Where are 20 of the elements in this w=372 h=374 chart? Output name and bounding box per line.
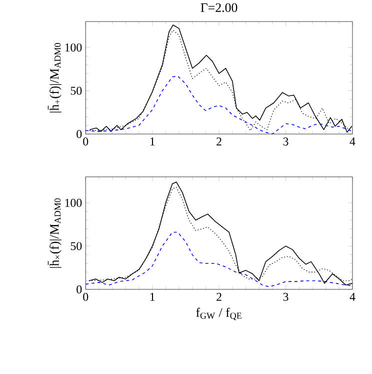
- y-tick-label: 100: [65, 43, 82, 52]
- x-axis-title: f$_{GW}$ / f$_{QE}$: [196, 308, 242, 320]
- chart-title: Γ=2.00: [200, 3, 238, 12]
- x-tick-label: 4: [350, 138, 356, 146]
- x-tick-label: 0: [82, 292, 88, 301]
- x-tick-label: 1: [150, 138, 154, 146]
- y-tick-label: 0: [76, 130, 82, 138]
- x-tick-label: 1: [150, 292, 154, 301]
- y-tick-label: 50: [70, 242, 82, 250]
- x-tick-label: 2: [216, 138, 222, 146]
- y-axis-title: |h̄$_{×}$(f)|/M$_{ADM0}$: [48, 198, 62, 268]
- y-axis-title: |h̄$_{+}$(f)|/M$_{ADM0}$: [48, 43, 62, 112]
- x-tick-label: 2: [216, 292, 222, 301]
- x-tick-label: 3: [283, 138, 288, 146]
- y-tick-label: 0: [76, 285, 82, 294]
- y-tick-label: 50: [70, 86, 82, 95]
- y-tick-label: 100: [65, 198, 82, 207]
- x-tick-label: 0: [82, 138, 88, 146]
- x-tick-label: 4: [350, 292, 356, 301]
- x-tick-label: 3: [283, 292, 288, 301]
